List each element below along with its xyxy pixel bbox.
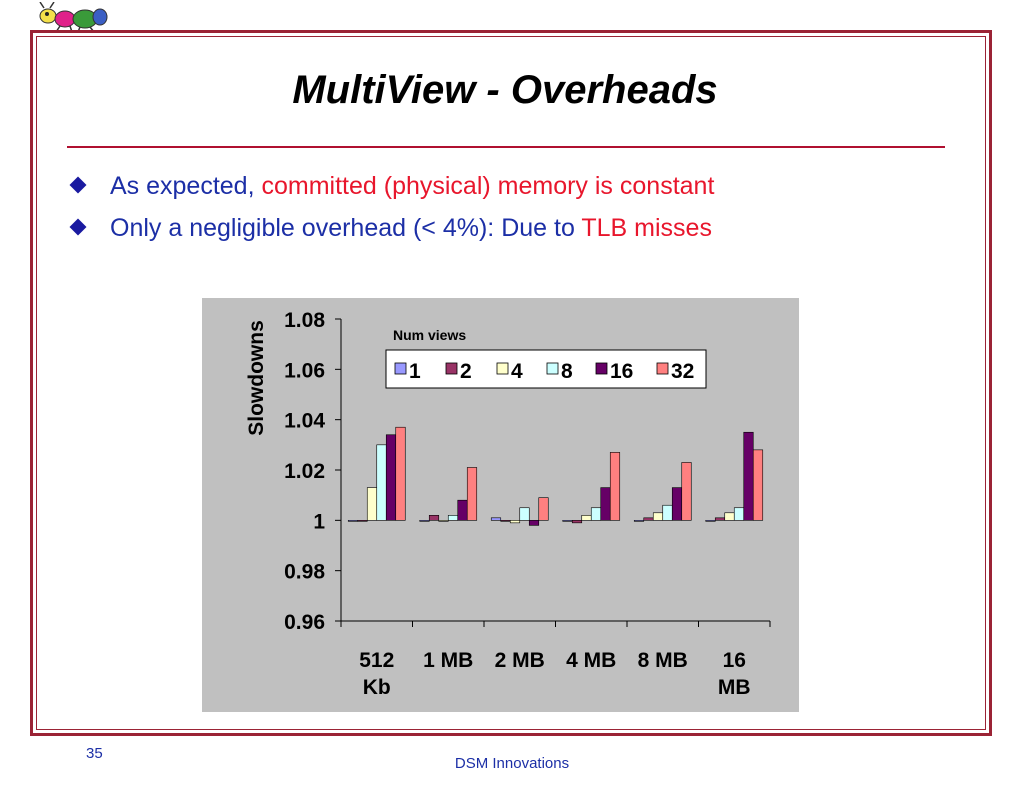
x-tick-label: 8 MB: [638, 649, 688, 672]
bar: [571, 520, 583, 524]
legend-label: 32: [671, 360, 694, 383]
y-tick-label: 0.96: [284, 611, 325, 634]
y-tick-label: 1.02: [284, 460, 325, 483]
bar: [509, 520, 521, 524]
bar: [419, 520, 430, 522]
footer-text: DSM Innovations: [454, 755, 570, 772]
y-tick-label: 0.98: [284, 561, 325, 584]
bar: [733, 507, 745, 521]
y-tick-label: 1.04: [284, 410, 325, 433]
bullet-text: Only a negligible overhead (< 4%): Due t…: [110, 214, 712, 243]
bar: [662, 504, 673, 521]
bar: [500, 520, 511, 522]
legend-swatch: [445, 362, 458, 375]
bullet-list: As expected, committed (physical) memory…: [69, 170, 970, 254]
bullet-text: As expected, committed (physical) memory…: [110, 172, 714, 201]
bar: [581, 514, 592, 521]
slide-frame-outer: [30, 30, 992, 736]
legend-label: 8: [561, 360, 573, 383]
title-underline: [67, 146, 945, 148]
bullet-plain-text: As expected,: [110, 172, 262, 200]
legend-label: 1: [409, 360, 421, 383]
bar: [428, 514, 440, 521]
bar: [671, 487, 683, 521]
bar: [347, 520, 359, 522]
y-tick-label: 1: [313, 510, 325, 533]
bar: [633, 520, 645, 522]
legend-swatch: [656, 362, 669, 375]
bar: [519, 507, 530, 521]
x-tick-label: 512 Kb: [359, 649, 394, 699]
legend-swatch: [394, 362, 407, 375]
bar: [562, 520, 573, 522]
slide-title: MultiView - Overheads: [292, 68, 718, 112]
bar: [600, 487, 611, 521]
bar: [724, 512, 735, 521]
bar: [538, 497, 549, 521]
bar: [490, 517, 502, 521]
legend-label: 2: [460, 360, 472, 383]
x-tick-label: 16 MB: [718, 649, 751, 699]
bar: [643, 517, 654, 521]
legend-swatch: [595, 362, 608, 375]
legend-label: 16: [610, 360, 633, 383]
y-axis-label: Slowdowns: [245, 320, 268, 436]
bullet-highlight-text: TLB misses: [581, 214, 712, 242]
bar: [609, 452, 621, 521]
y-tick-label: 1.08: [284, 309, 325, 332]
bar: [743, 431, 754, 521]
bar: [705, 520, 716, 522]
slide-frame-inner: [36, 36, 986, 730]
page-number: 35: [86, 745, 103, 762]
legend-title: Num views: [393, 327, 466, 343]
ant-logo-icon: [39, 2, 108, 32]
bar: [395, 426, 406, 521]
bar: [681, 462, 692, 521]
bar: [438, 520, 449, 522]
bar: [466, 467, 478, 521]
legend-box: [385, 349, 707, 389]
bar: [366, 487, 378, 521]
bar: [376, 444, 387, 521]
bar: [752, 449, 764, 521]
bar: [714, 517, 726, 521]
legend-label: 4: [511, 360, 523, 383]
bar: [447, 514, 459, 521]
x-tick-label: 1 MB: [423, 649, 473, 672]
x-tick-label: 4 MB: [566, 649, 616, 672]
bullet-highlight-text: committed (physical) memory is constant: [261, 172, 715, 200]
y-tick-label: 1.06: [284, 359, 325, 382]
x-tick-label: 2 MB: [495, 649, 545, 672]
bar: [652, 512, 664, 521]
bar: [457, 499, 468, 521]
bar: [357, 520, 368, 522]
legend-swatch: [496, 362, 509, 375]
bullet-item: Only a negligible overhead (< 4%): Due t…: [69, 212, 970, 254]
legend-swatch: [546, 362, 559, 375]
bar: [590, 507, 602, 521]
bar: [385, 434, 397, 521]
bullet-plain-text: Only a negligible overhead (< 4%): Due t…: [110, 214, 582, 242]
bullet-item: As expected, committed (physical) memory…: [69, 170, 970, 212]
bar: [528, 520, 540, 526]
